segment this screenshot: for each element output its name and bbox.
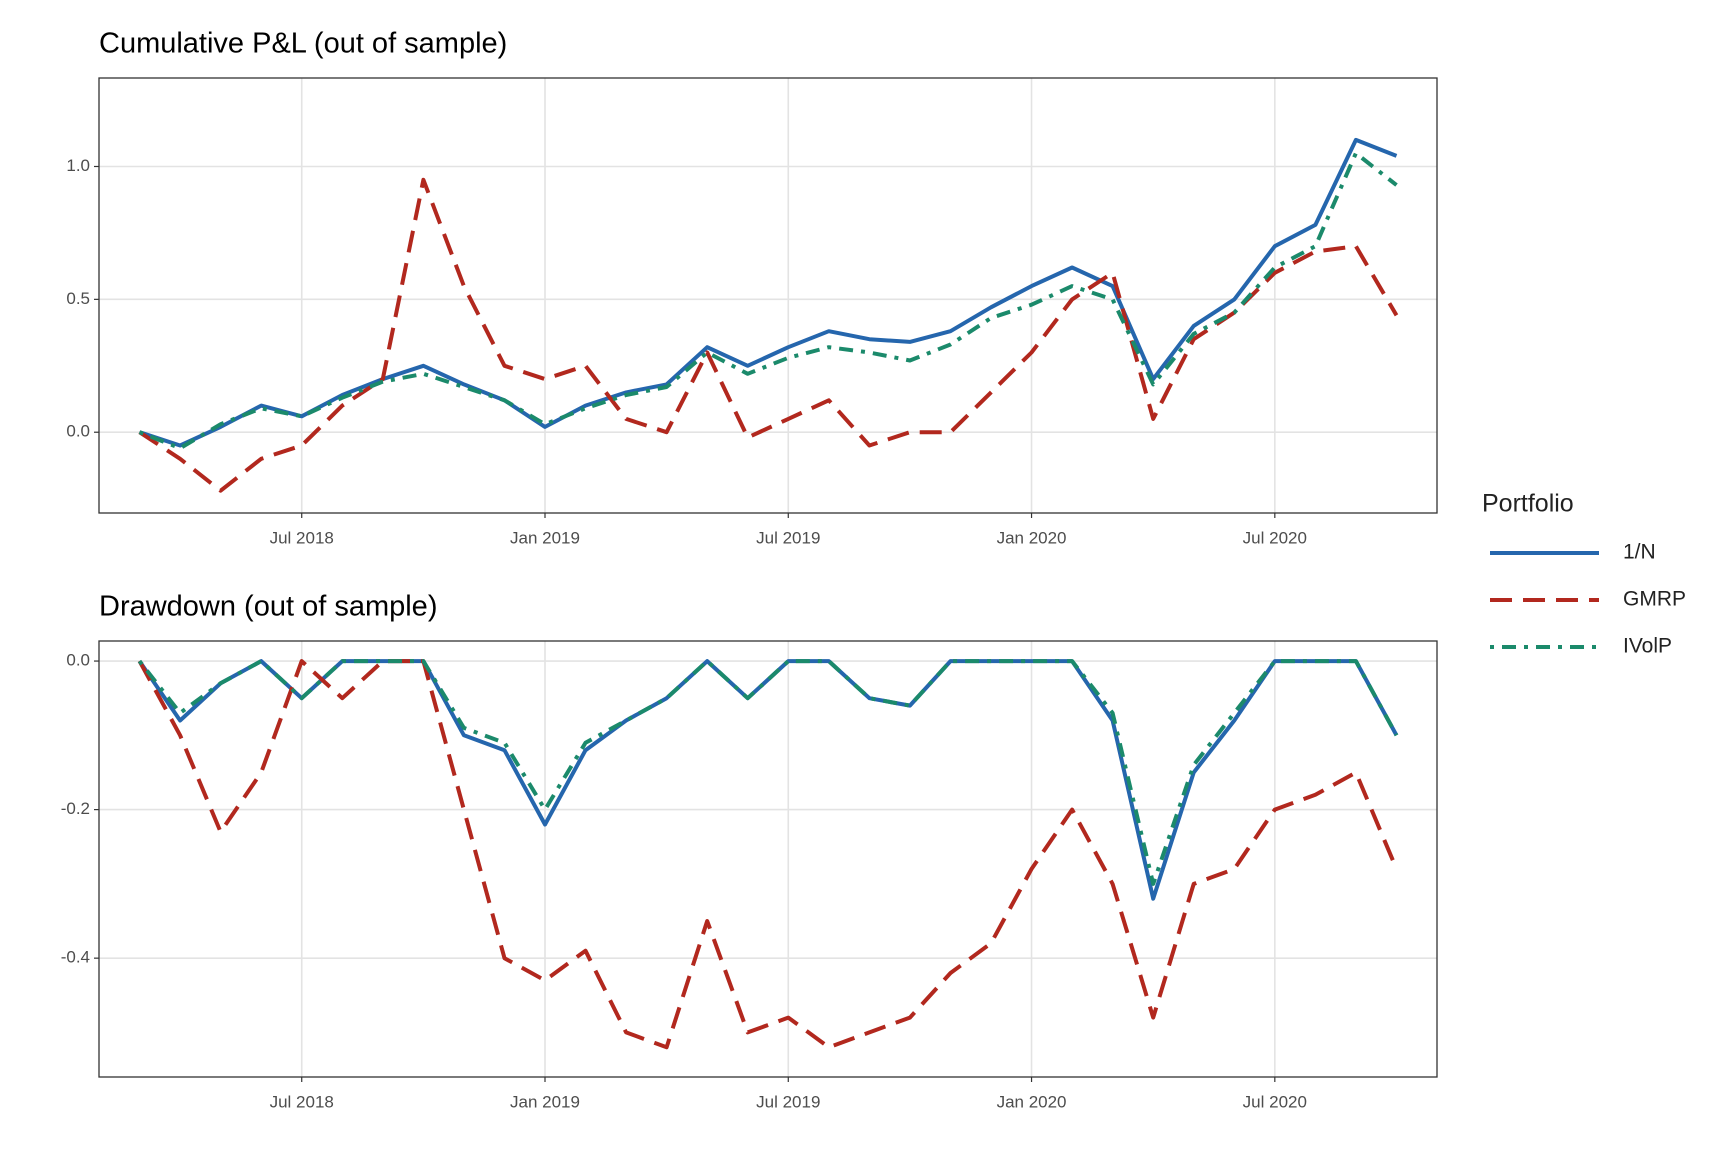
legend-label: 1/N [1623, 541, 1656, 564]
plot-frame [98, 640, 1438, 1078]
x-tick-label: Jul 2020 [1243, 528, 1307, 547]
series-line [138, 137, 1398, 448]
series-line [137, 659, 1399, 1050]
y-tick-label: -0.2 [61, 799, 90, 818]
legend-label: GMRP [1623, 588, 1686, 611]
y-tick-label: 0.0 [66, 651, 90, 670]
series-line [137, 659, 1399, 901]
x-tick-label: Jan 2019 [510, 1092, 580, 1111]
chart-title: Cumulative P&L (out of sample) [99, 28, 507, 60]
y-tick-label: -0.4 [61, 948, 90, 967]
y-tick-label: 0.5 [66, 289, 90, 308]
series-line [138, 151, 1398, 451]
series-line [138, 177, 1399, 493]
y-tick-label: 0.0 [66, 422, 90, 441]
x-tick-label: Jul 2018 [270, 528, 334, 547]
chart-title: Drawdown (out of sample) [99, 591, 437, 623]
x-tick-label: Jul 2019 [756, 1092, 820, 1111]
x-tick-label: Jul 2020 [1243, 1092, 1307, 1111]
x-tick-label: Jul 2018 [270, 1092, 334, 1111]
x-tick-label: Jan 2020 [997, 528, 1067, 547]
legend-title: Portfolio [1482, 490, 1574, 518]
x-tick-label: Jul 2019 [756, 528, 820, 547]
series-line [137, 659, 1399, 886]
x-tick-label: Jan 2020 [997, 1092, 1067, 1111]
plot-frame [98, 77, 1438, 514]
y-tick-label: 1.0 [66, 156, 90, 175]
legend-label: IVolP [1623, 635, 1672, 658]
x-tick-label: Jan 2019 [510, 528, 580, 547]
